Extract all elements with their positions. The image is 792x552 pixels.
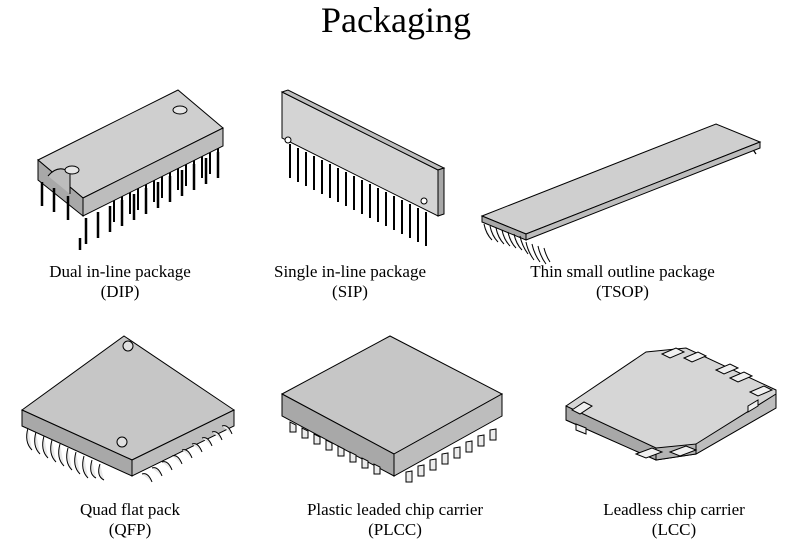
dip-name: Dual in-line package [49, 262, 191, 281]
qfp-caption: Quad flat pack (QFP) [10, 500, 250, 540]
tsop-package-icon [480, 123, 762, 265]
sip-name: Single in-line package [273, 262, 426, 281]
plcc-package: Plastic leaded chip carrier (PLCC) [280, 335, 512, 539]
lcc-name: Leadless chip carrier [603, 500, 745, 519]
qfp-abbr: (QFP) [108, 520, 152, 539]
dip-package-icon [37, 89, 224, 250]
lcc-package-icon [565, 347, 777, 461]
tsop-caption: Thin small outline package (TSOP) [460, 262, 785, 302]
plcc-package-icon [280, 335, 504, 483]
sip-package: Single in-line package (SIP) [274, 89, 448, 301]
dip-caption: Dual in-line package (DIP) [0, 262, 240, 302]
sip-caption: Single in-line package (SIP) [230, 262, 470, 302]
lcc-caption: Leadless chip carrier (LCC) [544, 500, 792, 540]
qfp-package: Quad flat pack (QFP) [21, 335, 242, 539]
page-title: Packaging [321, 0, 471, 40]
tsop-abbr: (TSOP) [596, 282, 649, 301]
plcc-caption: Plastic leaded chip carrier (PLCC) [240, 500, 550, 540]
plcc-abbr: (PLCC) [368, 520, 422, 539]
sip-package-icon [280, 89, 446, 246]
plcc-name: Plastic leaded chip carrier [306, 500, 484, 519]
lcc-package: Leadless chip carrier (LCC) [565, 344, 781, 539]
qfp-package-icon [21, 335, 235, 483]
dip-package: Dual in-line package (DIP) [28, 88, 228, 301]
qfp-name: Quad flat pack [79, 500, 181, 519]
dip-abbr: (DIP) [100, 282, 140, 301]
tsop-package: Thin small outline package (TSOP) [480, 120, 765, 301]
sip-abbr: (SIP) [332, 282, 368, 301]
tsop-name: Thin small outline package [530, 262, 715, 281]
lcc-abbr: (LCC) [651, 520, 697, 539]
